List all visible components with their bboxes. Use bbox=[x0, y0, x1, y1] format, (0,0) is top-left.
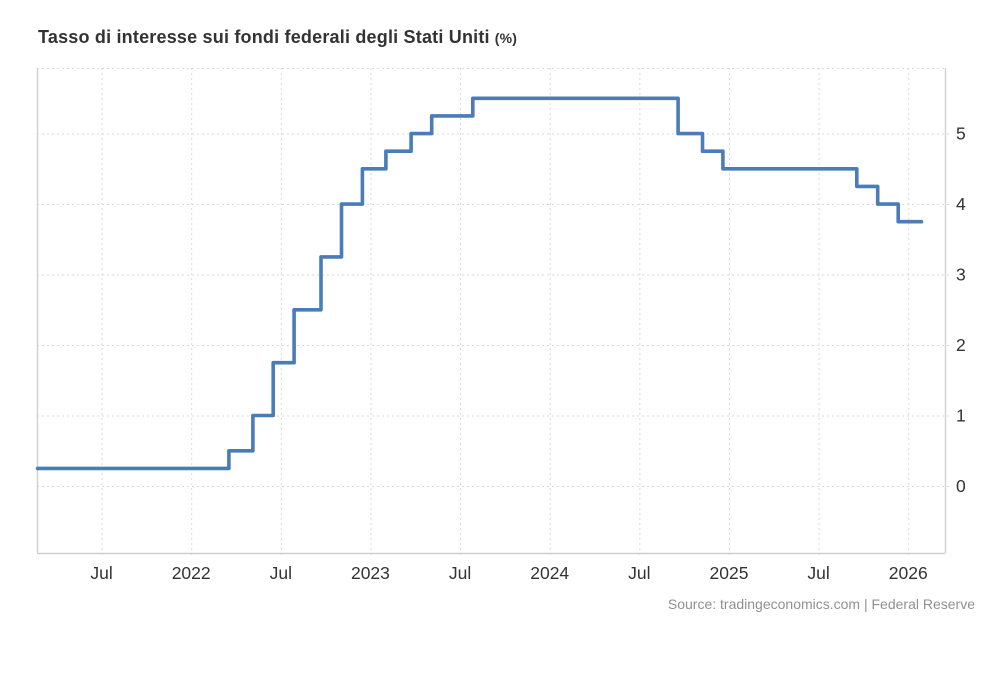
x-tick-label: 2026 bbox=[889, 563, 928, 583]
x-tick-label: 2024 bbox=[530, 563, 569, 583]
chart-title-text: Tasso di interesse sui fondi federali de… bbox=[38, 27, 490, 47]
x-tick-label: Jul bbox=[449, 563, 471, 583]
x-tick-label: 2022 bbox=[172, 563, 211, 583]
x-tick-label: Jul bbox=[807, 563, 829, 583]
x-tick-label: Jul bbox=[270, 563, 292, 583]
chart-title-unit: (%) bbox=[494, 30, 518, 46]
page-title: Tasso di interesse sui fondi federali de… bbox=[38, 27, 517, 48]
rate-step-line bbox=[35, 96, 924, 471]
y-tick-label: 3 bbox=[956, 265, 966, 285]
x-tick-label: Jul bbox=[628, 563, 650, 583]
source-note: Source: tradingeconomics.com | Federal R… bbox=[667, 596, 975, 612]
x-tick-label: Jul bbox=[90, 563, 112, 583]
y-tick-label: 2 bbox=[956, 335, 966, 355]
x-tick-label: 2023 bbox=[351, 563, 390, 583]
y-tick-label: 5 bbox=[956, 124, 966, 144]
y-tick-label: 1 bbox=[956, 406, 966, 426]
y-tick-label: 4 bbox=[956, 194, 966, 214]
x-tick-label: 2025 bbox=[710, 563, 749, 583]
y-tick-label: 0 bbox=[956, 476, 966, 496]
